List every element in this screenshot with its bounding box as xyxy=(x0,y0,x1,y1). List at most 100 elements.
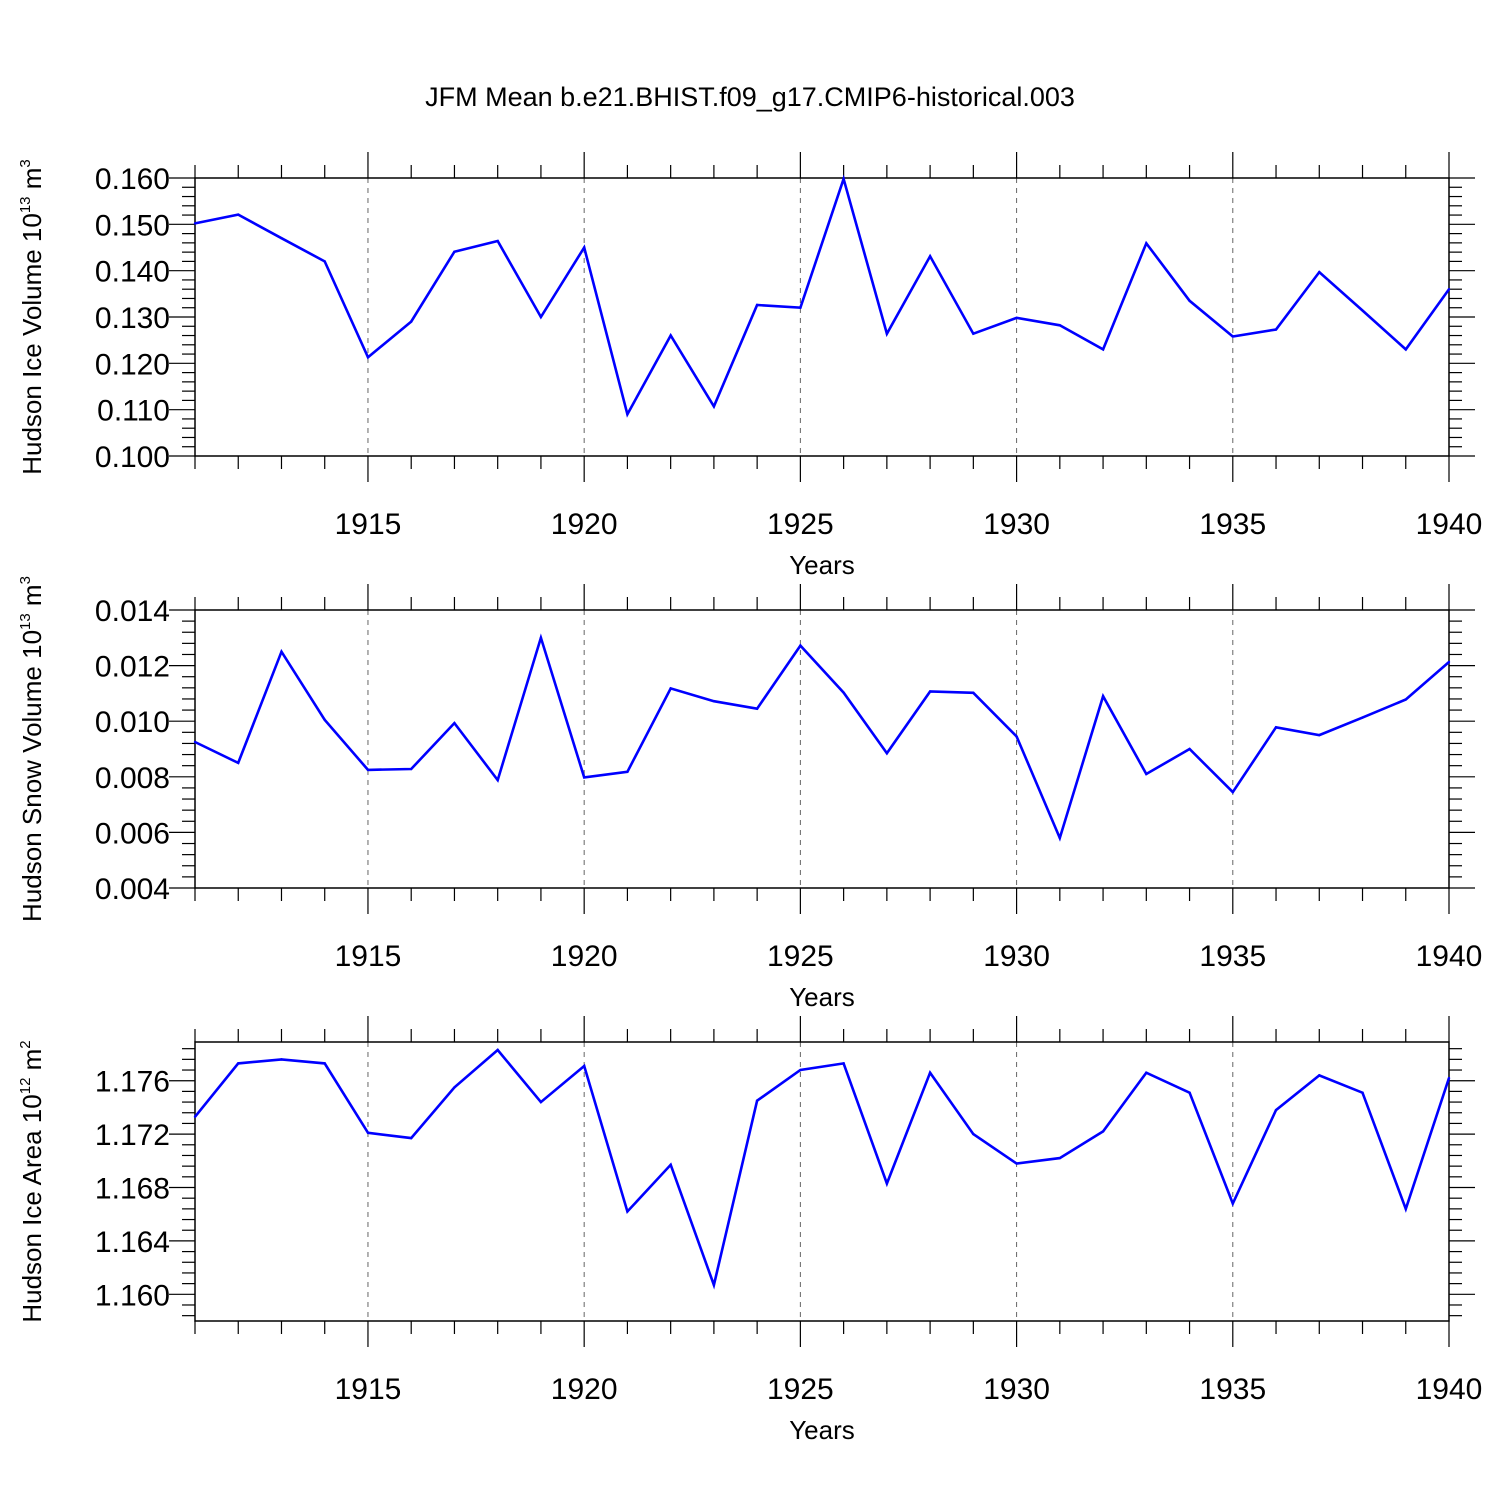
y-tick-label: 0.110 xyxy=(97,395,170,428)
y-axis-label-text: Hudson Snow Volume 10 xyxy=(17,630,47,922)
data-point xyxy=(1404,1207,1407,1211)
data-point xyxy=(539,315,543,319)
data-point xyxy=(799,644,802,647)
data-point xyxy=(928,255,932,258)
y-axis-label-unit-exponent: 3 xyxy=(17,159,34,167)
panel-ice-area: 1.160 1.164 1.168 1.172 1.176 1915 1920 1925 193… xyxy=(17,1016,1482,1445)
y-tick-label: 0.012 xyxy=(95,651,170,684)
data-point xyxy=(1058,836,1062,840)
data-point xyxy=(712,699,716,703)
data-point xyxy=(193,222,197,225)
y-axis-label-unit: m xyxy=(17,168,47,197)
y-axis-label-unit-exponent: 3 xyxy=(17,576,34,584)
data-point xyxy=(366,1131,370,1134)
data-point xyxy=(1231,790,1234,794)
x-tick-label: 1925 xyxy=(767,940,834,973)
data-point xyxy=(1015,1162,1018,1165)
y-tick-label: 0.010 xyxy=(95,706,170,739)
data-point xyxy=(453,1086,456,1089)
x-tick-label: 1940 xyxy=(1416,940,1483,973)
data-point xyxy=(237,213,240,216)
data-point xyxy=(539,1100,543,1104)
data-point xyxy=(1231,335,1234,338)
data-point xyxy=(193,740,197,744)
data-point xyxy=(410,1136,413,1140)
data-point xyxy=(366,768,370,772)
panel-snow-volume: 0.004 0.006 0.008 0.010 0.012 0.014 1915 1920 19… xyxy=(17,576,1482,1012)
x-tick-label: 1935 xyxy=(1199,940,1266,973)
data-point xyxy=(755,707,759,710)
data-point xyxy=(1188,299,1191,302)
y-tick-label: 0.100 xyxy=(95,441,170,474)
data-point xyxy=(280,650,283,653)
data-point xyxy=(626,413,629,416)
data-point xyxy=(1361,1091,1364,1094)
data-point xyxy=(1361,309,1364,312)
y-axis-label-exponent: 12 xyxy=(17,1078,34,1095)
panel-ice-volume: 0.100 0.110 0.120 0.130 0.140 0.150 0.160 1915 1… xyxy=(17,152,1482,580)
data-point xyxy=(1274,1108,1278,1112)
data-point xyxy=(712,1283,716,1287)
data-point xyxy=(626,1210,629,1213)
data-point xyxy=(1318,1074,1321,1077)
x-tick-label: 1930 xyxy=(983,940,1050,973)
data-point xyxy=(323,718,326,722)
data-point xyxy=(410,767,413,771)
y-tick-label: 0.008 xyxy=(95,762,170,795)
y-tick-label: 0.120 xyxy=(95,348,170,381)
data-point xyxy=(928,690,932,693)
data-point xyxy=(1274,328,1278,331)
data-point xyxy=(885,332,889,335)
y-axis-label-unit-exponent: 2 xyxy=(17,1040,34,1048)
x-axis-label: Years xyxy=(789,982,855,1012)
data-point xyxy=(842,177,845,181)
data-point xyxy=(1404,348,1407,351)
data-point xyxy=(366,356,370,359)
data-point xyxy=(1318,270,1321,274)
data-point xyxy=(582,1064,586,1068)
x-tick-label: 1915 xyxy=(335,508,402,541)
data-point xyxy=(885,751,889,755)
y-tick-label: 0.006 xyxy=(95,817,170,850)
data-point xyxy=(280,1058,283,1061)
data-point xyxy=(1188,1091,1191,1094)
y-tick-label: 0.014 xyxy=(95,595,170,628)
data-point xyxy=(712,405,716,408)
y-axis-label-unit: m xyxy=(17,1049,47,1078)
y-axis-label: Hudson Ice Area 1012 m2 xyxy=(17,1040,47,1322)
y-axis-label-exponent: 13 xyxy=(17,613,34,630)
y-axis-label-text: Hudson Ice Volume 10 xyxy=(17,213,47,475)
data-point xyxy=(755,303,759,307)
y-tick-label: 0.160 xyxy=(95,163,170,196)
data-point xyxy=(1361,716,1364,719)
data-point xyxy=(799,1068,802,1072)
plot-frame xyxy=(194,1041,1450,1322)
plot-frame xyxy=(194,609,1450,889)
data-point xyxy=(496,778,499,782)
y-tick-label: 1.168 xyxy=(95,1173,170,1206)
data-point xyxy=(928,1071,932,1074)
series-line-snow-volume xyxy=(194,633,1450,842)
data-point xyxy=(496,1048,499,1052)
data-point xyxy=(842,691,845,694)
data-point xyxy=(237,1062,240,1065)
data-point xyxy=(1015,735,1018,738)
y-tick-label: 0.140 xyxy=(95,256,170,289)
data-point xyxy=(1145,242,1148,245)
data-point xyxy=(410,320,413,323)
x-tick-label: 1920 xyxy=(551,940,618,973)
data-point xyxy=(626,770,629,773)
y-axis-label: Hudson Ice Volume 1013 m3 xyxy=(17,159,47,475)
x-tick-label: 1940 xyxy=(1416,1373,1483,1406)
y-axis-label: Hudson Snow Volume 1013 m3 xyxy=(17,576,47,922)
chart-title: JFM Mean b.e21.BHIST.f09_g17.CMIP6-histo… xyxy=(425,82,1075,112)
data-point xyxy=(1447,1076,1451,1080)
data-point xyxy=(1101,348,1105,351)
x-tick-label: 1940 xyxy=(1416,508,1483,541)
data-point xyxy=(972,1132,975,1136)
y-tick-label: 1.172 xyxy=(95,1119,170,1152)
x-tick-label: 1930 xyxy=(983,1373,1050,1406)
data-point xyxy=(1015,316,1018,320)
x-tick-label: 1915 xyxy=(335,940,402,973)
